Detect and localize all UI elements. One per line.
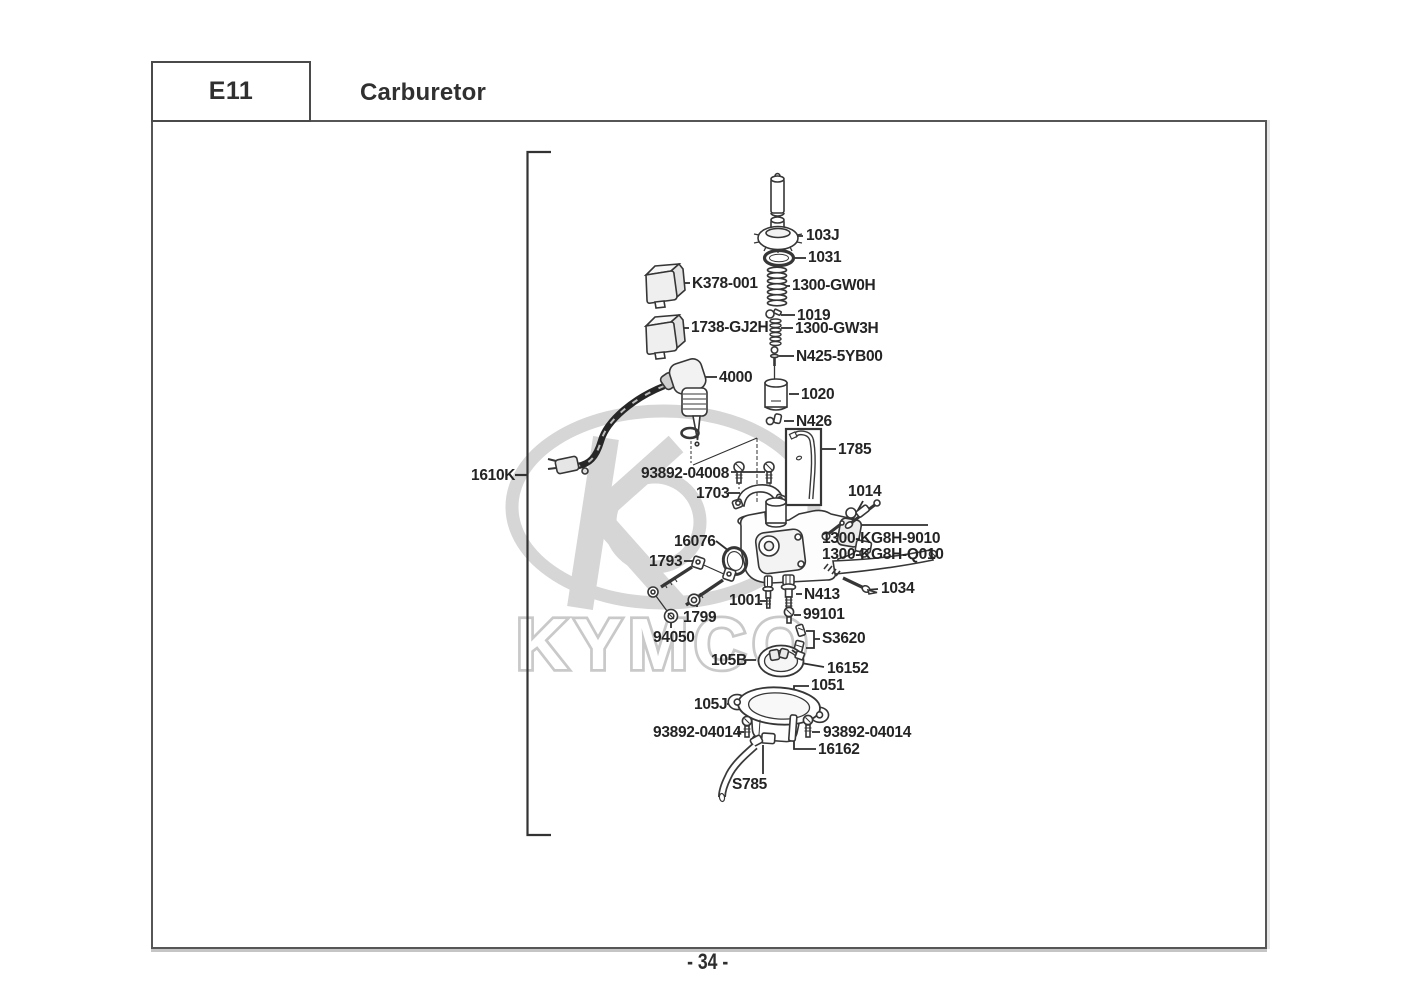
part-label-k378-001: K378-001 (692, 275, 758, 292)
part-s785-tube-illustration (718, 734, 764, 803)
part-1785-tube-illustration (784, 427, 823, 507)
part-n426-illustration (765, 413, 783, 426)
part-label-16076: 16076 (674, 533, 716, 550)
part-label-1300-gw0h: 1300-GW0H (792, 277, 876, 294)
page-number: - 34 - (0, 949, 1415, 975)
part-1031-oring-illustration (762, 248, 796, 268)
part-k378-001-block-illustration (643, 262, 686, 309)
part-label-n426: N426 (796, 413, 832, 430)
part-n413-jet-illustration (780, 574, 797, 609)
part-1019-illustration (765, 308, 782, 319)
part-label-1300-kg8h-q010: 1300-KG8H-Q010 (822, 546, 944, 563)
part-label-93892-04008: 93892-04008 (641, 465, 730, 482)
part-label-4000: 4000 (719, 369, 753, 386)
part-label-n413: N413 (804, 586, 840, 603)
part-label-s785: S785 (732, 776, 767, 793)
part-16076-oring-illustration (721, 546, 749, 576)
carburetor-body-illustration (737, 497, 938, 584)
assembly-bracket (515, 150, 551, 837)
part-label-16152: 16152 (827, 660, 869, 677)
section-code: E11 (208, 77, 254, 105)
part-94050-screw-set-illustration (647, 586, 679, 624)
part-kg8h-jet-illustration (821, 520, 845, 541)
part-label-105j: 105J (694, 696, 728, 713)
part-1020-slide-illustration (764, 378, 788, 411)
part-label-94050: 94050 (653, 629, 695, 646)
part-1799-washer-illustration (687, 593, 701, 607)
part-label-103j: 103J (806, 227, 840, 244)
part-label-1019: 1019 (797, 307, 831, 324)
part-label-1300-gw3h: 1300-GW3H (795, 320, 879, 337)
part-93892-04014-screws-illustration (741, 714, 814, 738)
part-1300-gw3h-spring-illustration (769, 318, 782, 347)
part-label-1799: 1799 (683, 609, 717, 626)
part-label-1738-gj2h: 1738-GJ2H (691, 319, 769, 336)
part-1001-jet-illustration (762, 575, 774, 609)
diagram-frame (151, 120, 1267, 949)
kymco-watermark-logo: KYMCO (505, 404, 821, 688)
part-label-93892-04014-left: 93892-04014 (653, 724, 742, 741)
part-93892-04008-screws-illustration (733, 461, 775, 484)
part-label-s3620: S3620 (822, 630, 866, 647)
section-code-box: E11 (151, 61, 311, 122)
part-n425-needle-illustration (769, 345, 780, 380)
part-105b-float-illustration (757, 644, 806, 678)
page-title: Carburetor (360, 79, 487, 106)
part-label-1785: 1785 (838, 441, 872, 458)
part-label-1020: 1020 (801, 386, 835, 403)
part-1738-gj2h-block-illustration (643, 313, 686, 360)
cable-adjuster-illustration (770, 172, 785, 217)
part-99101-screw-illustration (783, 606, 795, 624)
part-label-93892-04014-right: 93892-04014 (823, 724, 912, 741)
part-label-16162: 16162 (818, 741, 860, 758)
part-label-1001: 1001 (729, 592, 763, 609)
part-103j-cap-illustration (753, 216, 803, 253)
page-number-text: - 34 - (686, 949, 729, 974)
part-1014-needle-jet-illustration (844, 499, 881, 530)
part-label-105b: 105B (711, 652, 747, 669)
part-label-1051: 1051 (811, 677, 845, 694)
part-label-1793: 1793 (649, 553, 683, 570)
part-label-1300-kg8h-9010: 1300-KG8H-9010 (822, 530, 941, 547)
assembly-label-1610k: 1610K (471, 467, 516, 484)
parts-illustrations (547, 172, 938, 803)
part-label-1703: 1703 (696, 485, 730, 502)
part-label-99101: 99101 (803, 606, 845, 623)
kymco-watermark-text: KYMCO (516, 605, 814, 685)
part-label-1014: 1014 (848, 483, 882, 500)
part-105j-bowl-illustration (727, 686, 830, 745)
part-4000-bystarter-illustration (547, 358, 708, 475)
part-1034-screw-illustration (823, 563, 878, 595)
part-label-1031: 1031 (808, 249, 842, 266)
part-label-1034: 1034 (881, 580, 915, 597)
part-1300-gw0h-spring-illustration (766, 266, 788, 307)
part-label-n425-5yb00: N425-5YB00 (796, 348, 883, 365)
